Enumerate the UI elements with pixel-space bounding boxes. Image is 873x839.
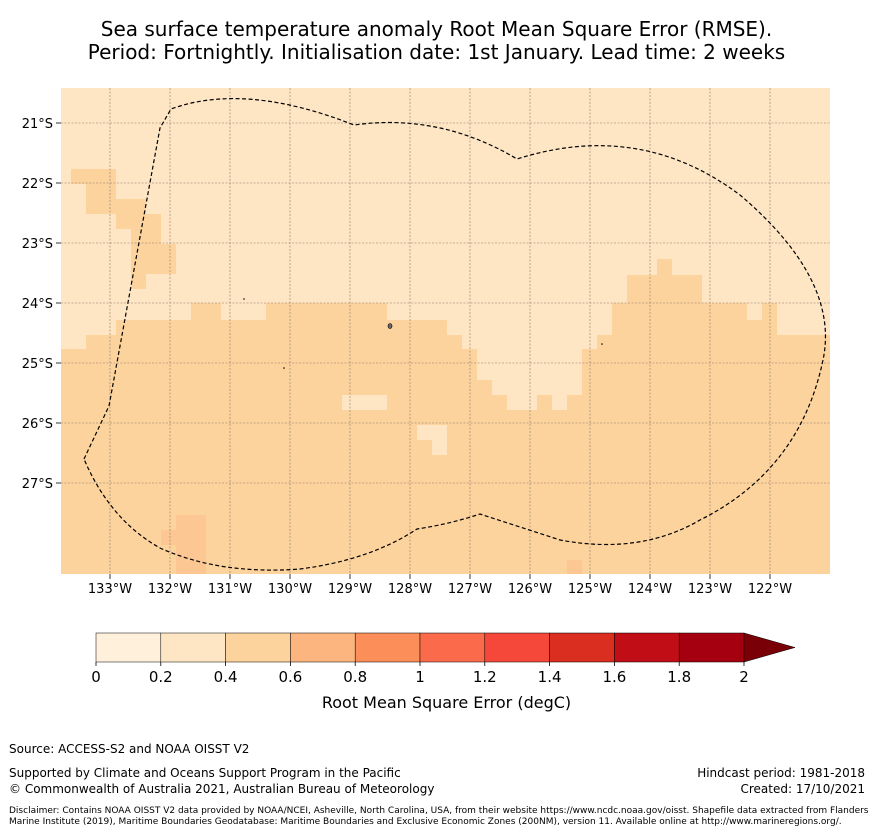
colorbar-tick-label: 0.2 xyxy=(149,668,173,686)
region-higher-rmse-northwest xyxy=(71,169,176,289)
colorbar xyxy=(95,632,796,663)
lat-tick-label: 22°S xyxy=(22,177,53,192)
lon-tick-label: 132°W xyxy=(148,582,192,597)
colorbar-segment xyxy=(678,632,745,663)
colorbar-segment xyxy=(549,632,615,663)
colorbar-segment xyxy=(419,632,486,663)
lon-tick-label: 126°W xyxy=(508,582,552,597)
colorbar-tick-label: 2 xyxy=(739,668,749,686)
source-text: Source: ACCESS-S2 and NOAA OISST V2 xyxy=(9,742,250,756)
lon-tick-label: 125°W xyxy=(568,582,612,597)
island xyxy=(601,343,603,345)
colorbar-segment xyxy=(354,632,421,663)
colorbar-ticks: 0 0.2 0.4 0.6 0.8 1 1.2 1.4 1.6 1.8 2 xyxy=(91,662,749,686)
lat-tick-label: 26°S xyxy=(22,417,53,432)
support-text: Supported by Climate and Oceans Support … xyxy=(9,766,401,780)
lon-tick-label: 128°W xyxy=(388,582,432,597)
island xyxy=(283,367,285,369)
colorbar-tick-label: 0 xyxy=(91,668,101,686)
colorbar-tick-label: 1.8 xyxy=(667,668,691,686)
lon-tick-label: 122°W xyxy=(748,582,792,597)
island xyxy=(387,323,393,329)
map-title-line2: Period: Fortnightly. Initialisation date… xyxy=(87,40,786,64)
lat-tick-label: 21°S xyxy=(22,117,53,132)
graticule xyxy=(61,88,830,574)
colorbar-tick-label: 1.4 xyxy=(538,668,562,686)
colorbar-label: Root Mean Square Error (degC) xyxy=(321,693,572,712)
colorbar-segment xyxy=(95,632,162,663)
patch-higher-rmse xyxy=(161,515,206,574)
colorbar-segment xyxy=(225,632,291,663)
axis-ticks xyxy=(56,122,771,579)
colorbar-tick-label: 0.6 xyxy=(278,668,302,686)
lon-tick-label: 129°W xyxy=(328,582,372,597)
disclaimer-text: Disclaimer: Contains NOAA OISST V2 data … xyxy=(9,806,869,827)
lat-tick-label: 23°S xyxy=(22,237,53,252)
map-title-line1: Sea surface temperature anomaly Root Mea… xyxy=(100,17,773,41)
colorbar-tick-label: 0.8 xyxy=(343,668,367,686)
lon-tick-label: 133°W xyxy=(88,582,132,597)
lon-tick-label: 131°W xyxy=(208,582,252,597)
hindcast-text: Hindcast period: 1981-2018 xyxy=(697,766,865,780)
lon-tick-label: 127°W xyxy=(448,582,492,597)
colorbar-segment xyxy=(614,632,680,663)
lat-tick-label: 25°S xyxy=(22,357,53,372)
island xyxy=(243,298,245,300)
lat-tick-label: 24°S xyxy=(22,297,53,312)
region-higher-rmse xyxy=(61,259,830,574)
lon-tick-label: 123°W xyxy=(688,582,732,597)
patch-low-rmse xyxy=(342,395,387,410)
copyright-text: © Commonwealth of Australia 2021, Austra… xyxy=(9,782,435,796)
patch-low-rmse xyxy=(417,425,447,455)
created-text: Created: 17/10/2021 xyxy=(740,782,865,796)
colorbar-extend-arrow xyxy=(743,632,796,663)
patch-higher-rmse xyxy=(567,560,582,574)
colorbar-tick-label: 1.2 xyxy=(473,668,497,686)
colorbar-tick-label: 1.6 xyxy=(602,668,626,686)
lat-tick-label: 27°S xyxy=(22,477,53,492)
colorbar-segment xyxy=(160,632,226,663)
colorbar-segment xyxy=(290,632,356,663)
colorbar-segment xyxy=(484,632,550,663)
lon-tick-label: 130°W xyxy=(268,582,312,597)
eez-boundary xyxy=(83,98,827,571)
lon-tick-label: 124°W xyxy=(628,582,672,597)
colorbar-tick-label: 1 xyxy=(415,668,425,686)
colorbar-tick-label: 0.4 xyxy=(214,668,238,686)
